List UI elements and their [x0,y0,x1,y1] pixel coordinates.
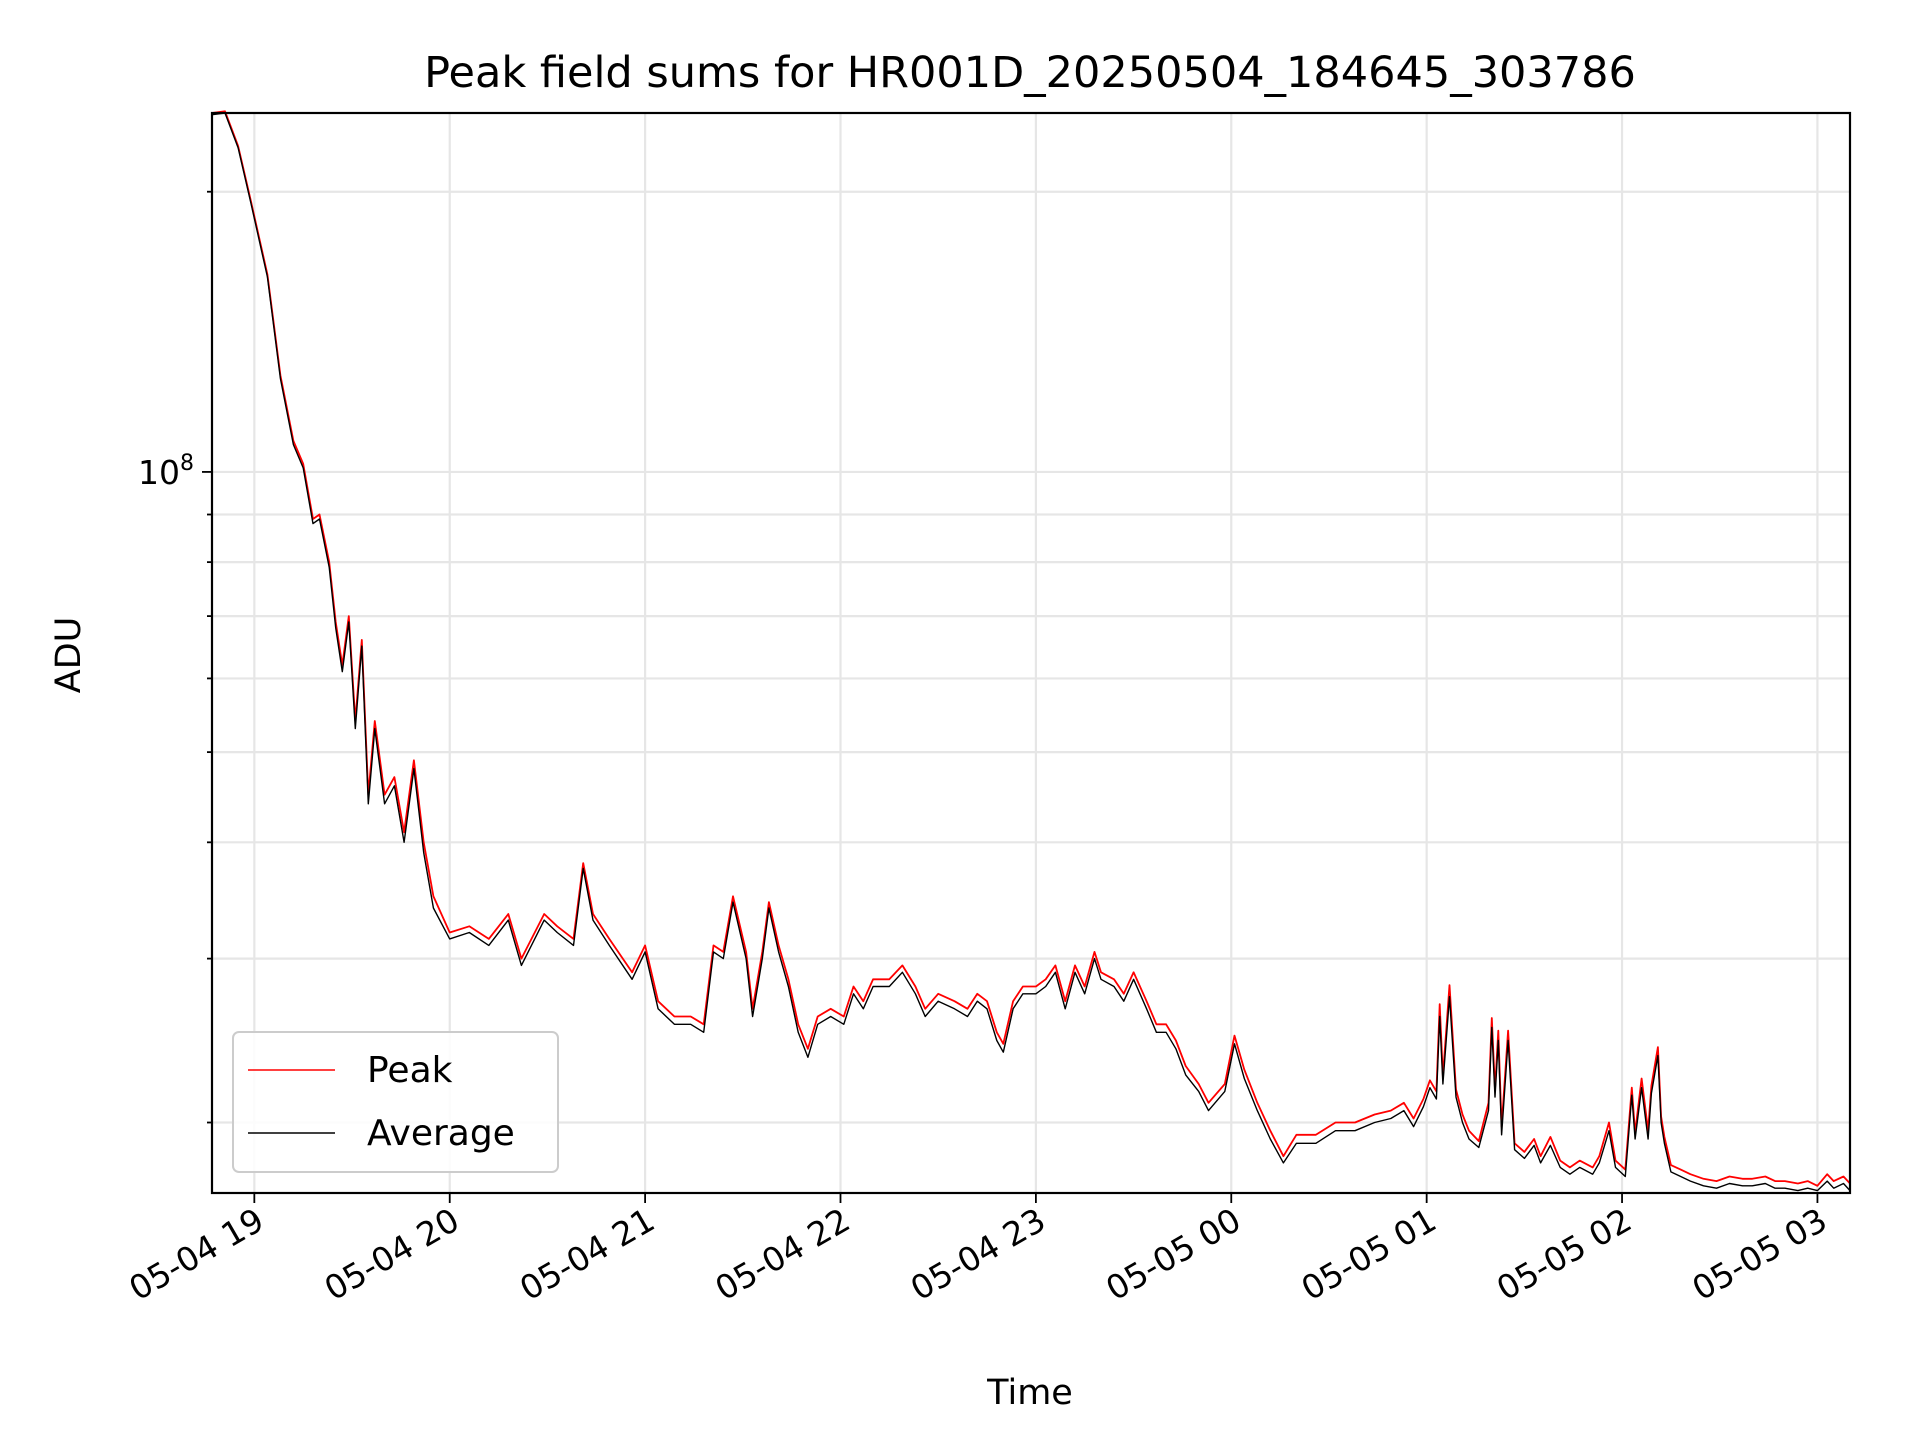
y-tick-labels: 108 [138,451,194,492]
legend-frame [232,1031,559,1173]
legend: Peak Average [232,1031,559,1173]
axis-ticks [202,190,1819,1203]
plot-frame [210,111,1852,1195]
series-line-average [211,112,1851,1192]
grid [212,113,1850,1193]
y-axis-label: ADU [49,617,89,694]
series-lines [211,110,1851,1192]
chart-title: Peak field sums for HR001D_20250504_1846… [424,48,1636,98]
y-tick-label: 108 [138,451,194,492]
plot-area [212,113,1850,1193]
legend-label-average: Average [367,1113,515,1154]
legend-label-peak: Peak [367,1050,453,1091]
x-axis-label: Time [986,1373,1073,1413]
series-line-peak [211,110,1851,1187]
